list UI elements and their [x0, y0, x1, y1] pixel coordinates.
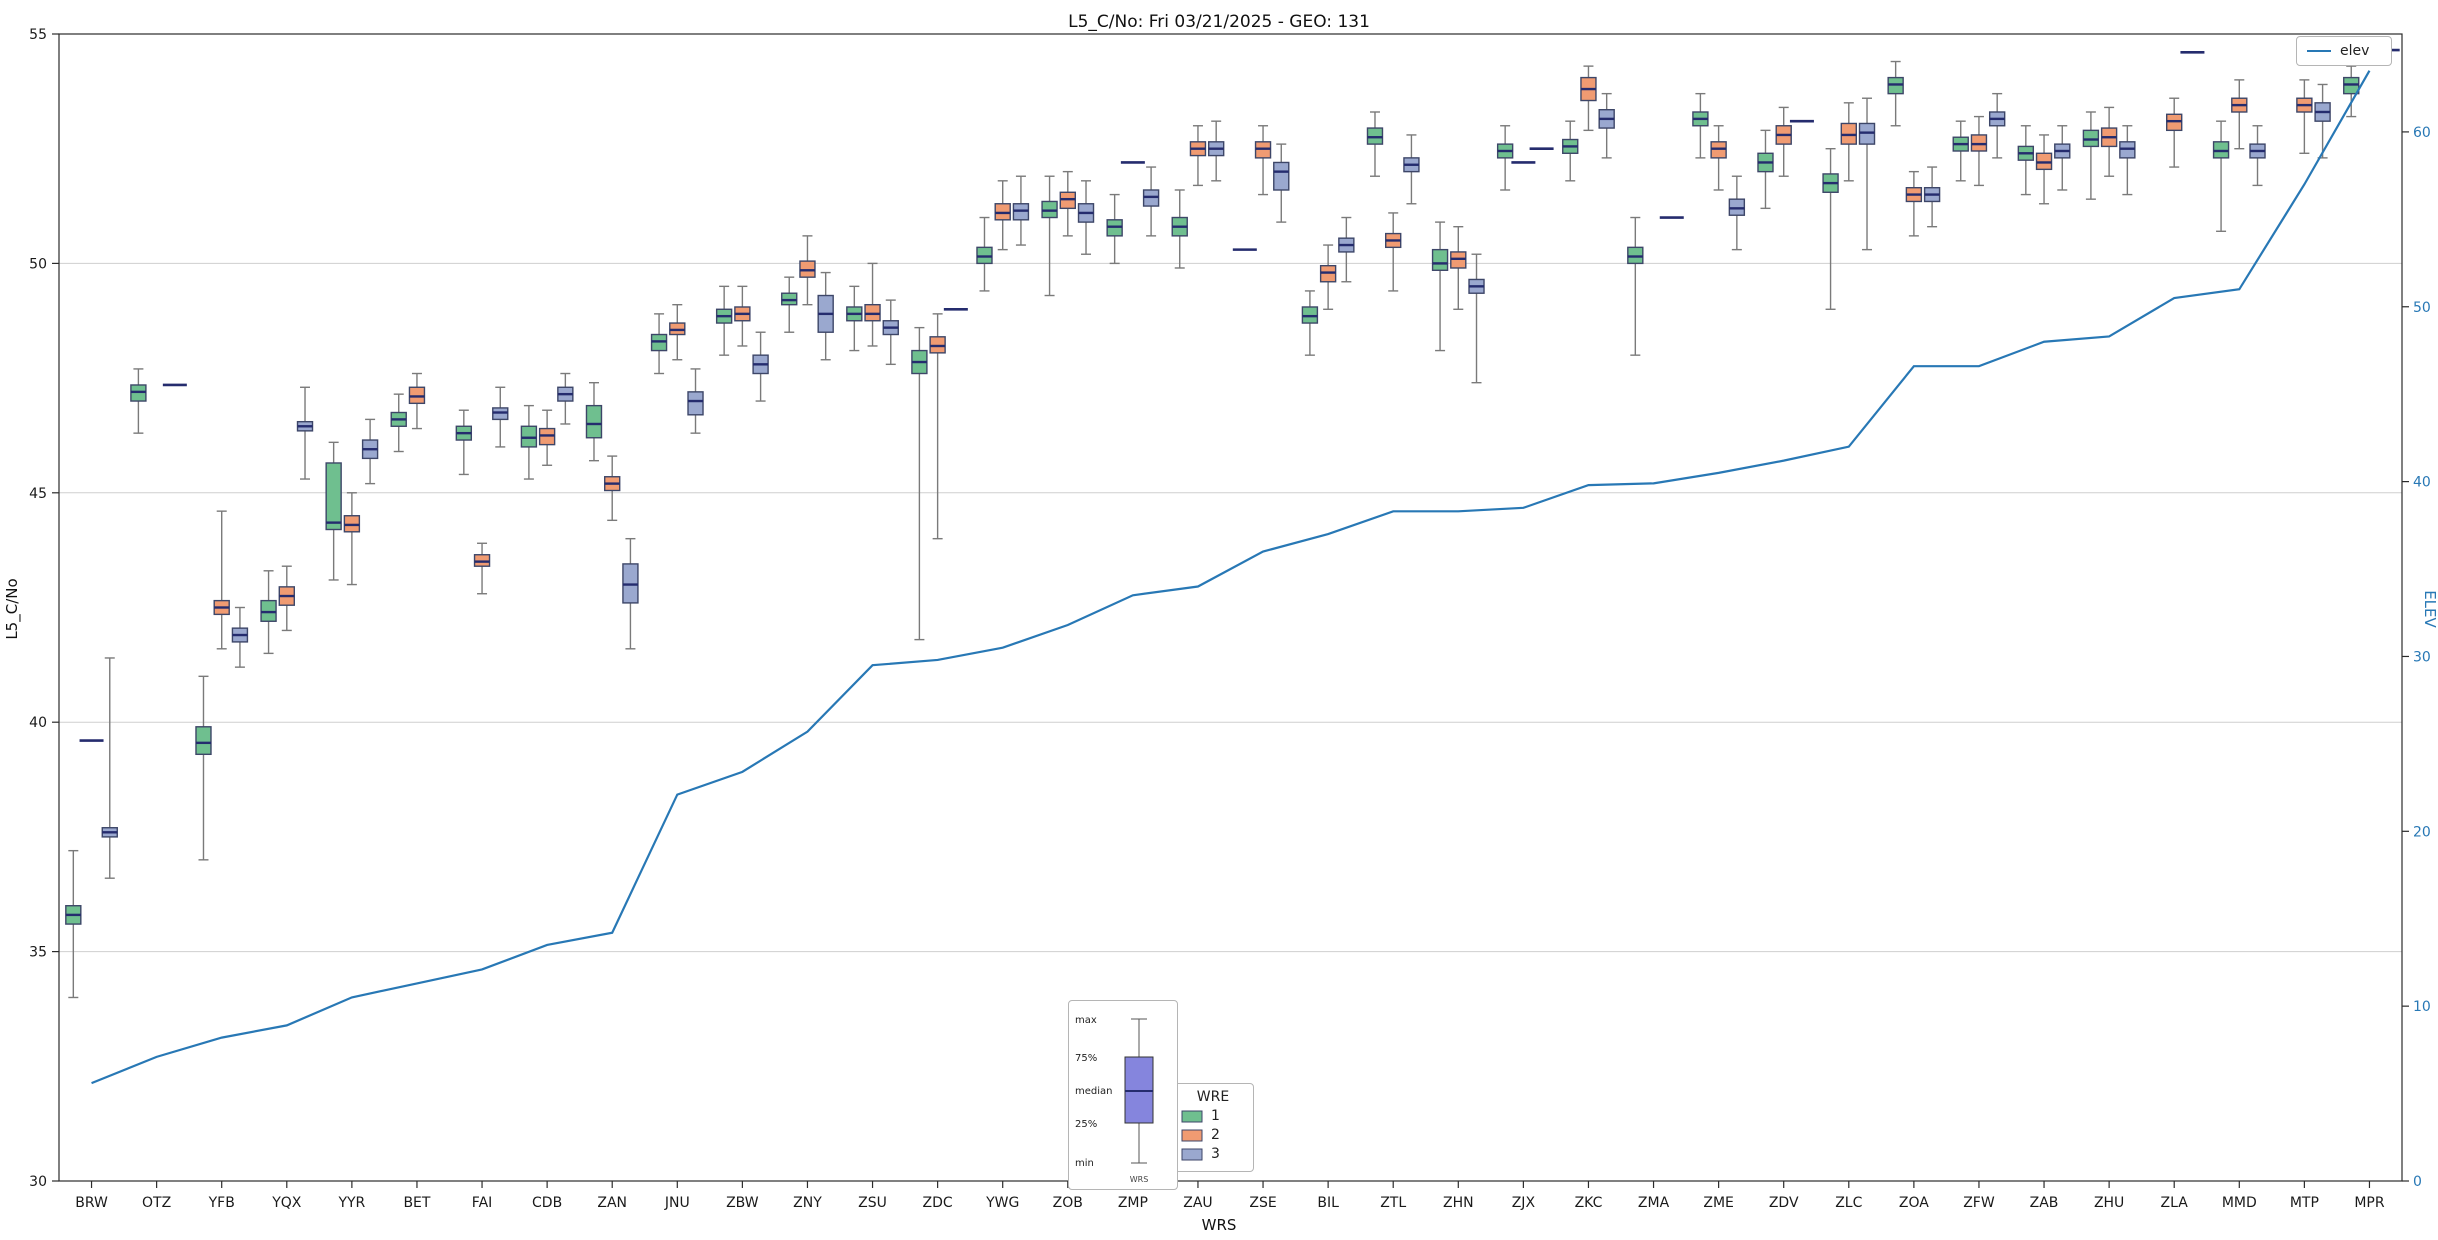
anatomy-mini-boxplot: max 75% median 25% min WRS	[1075, 1015, 1154, 1184]
svg-text:10: 10	[2413, 999, 2431, 1015]
legend-wre-label-2: 2	[1211, 1127, 1220, 1143]
anatomy-xlabel: WRS	[1130, 1175, 1149, 1184]
y-axis-right-ticks: 0 10 20 30 40 50 60	[2402, 125, 2431, 1190]
y-axis-label-left: L5_C/No	[3, 578, 21, 640]
svg-text:55: 55	[29, 27, 47, 43]
legend-wre-entry-2: 2	[1181, 1127, 1245, 1143]
svg-text:FAI: FAI	[472, 1195, 492, 1211]
svg-text:0: 0	[2413, 1174, 2422, 1190]
svg-text:YQX: YQX	[271, 1195, 302, 1211]
svg-text:ZHN: ZHN	[1443, 1195, 1474, 1211]
wre3-swatch-icon	[1181, 1148, 1203, 1160]
svg-text:YYR: YYR	[337, 1195, 365, 1211]
wre2-swatch-icon	[1181, 1129, 1203, 1141]
svg-text:ZSE: ZSE	[1249, 1195, 1276, 1211]
svg-text:ZOB: ZOB	[1053, 1195, 1083, 1211]
svg-text:40: 40	[29, 715, 47, 731]
svg-text:ZDV: ZDV	[1769, 1195, 1799, 1211]
svg-text:ZKC: ZKC	[1575, 1195, 1603, 1211]
svg-text:20: 20	[2413, 824, 2431, 840]
plot-background	[59, 34, 2402, 1181]
svg-text:ZAB: ZAB	[2030, 1195, 2059, 1211]
boxplot-anatomy-inset: max 75% median 25% min WRS	[1068, 1000, 1178, 1190]
svg-text:JNU: JNU	[664, 1195, 690, 1211]
svg-text:MMD: MMD	[2222, 1195, 2257, 1211]
anatomy-label-max: max	[1075, 1015, 1097, 1026]
svg-text:ZMP: ZMP	[1118, 1195, 1148, 1211]
svg-text:60: 60	[2413, 125, 2431, 141]
legend-wre-entry-3: 3	[1181, 1146, 1245, 1162]
legend-wre-title: WRE	[1196, 1089, 1230, 1105]
anatomy-label-median: median	[1075, 1086, 1113, 1097]
anatomy-label-min: min	[1075, 1158, 1094, 1169]
elev-line-icon	[2307, 50, 2331, 52]
svg-text:CDB: CDB	[532, 1195, 562, 1211]
axes-spines	[58, 33, 2403, 1182]
boxes-wre-2	[79, 65, 2313, 742]
svg-text:35: 35	[29, 945, 47, 961]
svg-text:50: 50	[29, 256, 47, 272]
svg-text:BIL: BIL	[1317, 1195, 1339, 1211]
svg-text:ZOA: ZOA	[1899, 1195, 1929, 1211]
elev-line	[91, 70, 2371, 1085]
x-axis-ticks: BRW OTZ YFB YQX YYR BET FAI CDB ZAN JNU ZBW ZNY ZSU Z…	[75, 1181, 2385, 1211]
svg-text:ZDC: ZDC	[923, 1195, 953, 1211]
svg-text:ZTL: ZTL	[1380, 1195, 1406, 1211]
svg-text:BRW: BRW	[75, 1195, 108, 1211]
svg-text:YFB: YFB	[208, 1195, 235, 1211]
svg-text:30: 30	[29, 1174, 47, 1190]
x-axis-label: WRS	[1201, 1216, 1237, 1234]
legend-wre-label-1: 1	[1211, 1108, 1220, 1124]
boxes-wre-1	[65, 60, 2360, 999]
y-axis-left-ticks: 30 35 40 45 50 55	[29, 27, 59, 1190]
svg-text:ZMA: ZMA	[1638, 1195, 1670, 1211]
boxes-wre-3	[101, 48, 2400, 879]
svg-text:ZLC: ZLC	[1835, 1195, 1862, 1211]
anatomy-label-75: 75%	[1075, 1053, 1097, 1064]
legend-elev: elev	[2296, 36, 2392, 66]
svg-text:ZHU: ZHU	[2094, 1195, 2124, 1211]
svg-text:ZAN: ZAN	[597, 1195, 627, 1211]
legend-wre: WRE 1 2 3	[1172, 1083, 1254, 1172]
y-axis-label-right: ELEV	[2421, 590, 2438, 628]
svg-text:40: 40	[2413, 475, 2431, 491]
legend-wre-label-3: 3	[1211, 1146, 1220, 1162]
svg-text:30: 30	[2413, 649, 2431, 665]
svg-text:MTP: MTP	[2290, 1195, 2319, 1211]
svg-text:OTZ: OTZ	[142, 1195, 171, 1211]
svg-text:ZNY: ZNY	[793, 1195, 822, 1211]
svg-text:BET: BET	[403, 1195, 430, 1211]
svg-text:ZJX: ZJX	[1512, 1195, 1536, 1211]
anatomy-label-25: 25%	[1075, 1119, 1097, 1130]
legend-wre-entry-1: 1	[1181, 1108, 1245, 1124]
legend-elev-label: elev	[2340, 43, 2370, 59]
svg-text:ZME: ZME	[1703, 1195, 1734, 1211]
svg-text:ZBW: ZBW	[726, 1195, 759, 1211]
svg-text:ZSU: ZSU	[858, 1195, 887, 1211]
svg-text:MPR: MPR	[2354, 1195, 2385, 1211]
svg-text:ZFW: ZFW	[1963, 1195, 1995, 1211]
svg-text:ZLA: ZLA	[2161, 1195, 2189, 1211]
svg-text:ZAU: ZAU	[1183, 1195, 1212, 1211]
wre1-swatch-icon	[1181, 1110, 1203, 1122]
chart-title: L5_C/No: Fri 03/21/2025 - GEO: 131	[1068, 12, 1370, 32]
svg-text:YWG: YWG	[985, 1195, 1019, 1211]
svg-text:50: 50	[2413, 300, 2431, 316]
svg-text:45: 45	[29, 486, 47, 502]
